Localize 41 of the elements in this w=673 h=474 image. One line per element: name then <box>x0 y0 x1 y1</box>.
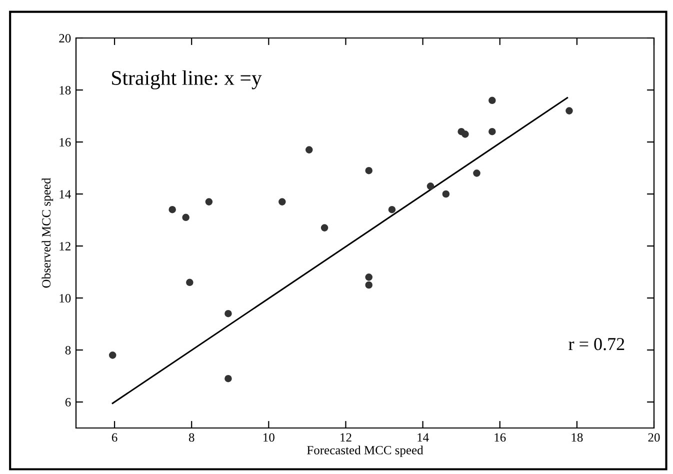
x-tick-label: 16 <box>494 433 506 442</box>
y-tick-label: 20 <box>59 34 71 42</box>
y-tick-label: 8 <box>65 346 71 354</box>
x-tick-label: 8 <box>188 433 194 442</box>
point <box>278 198 286 206</box>
point <box>488 96 496 104</box>
y-tick-label: 14 <box>60 190 71 198</box>
point <box>168 206 176 214</box>
point <box>224 374 232 382</box>
y-tick-label: 6 <box>65 398 71 406</box>
point <box>473 170 480 177</box>
point <box>442 190 450 198</box>
x-tick-label: 20 <box>648 433 660 442</box>
point <box>365 274 372 281</box>
y-tick-label: 12 <box>60 242 70 250</box>
point <box>186 278 194 286</box>
point <box>224 310 232 318</box>
point <box>182 214 190 222</box>
annotation: r = 0.72 <box>568 338 624 350</box>
point <box>365 166 372 174</box>
x-axis-title: Forecasted MCC speed <box>307 446 424 457</box>
y-tick-label: 10 <box>60 294 71 302</box>
point <box>388 206 396 214</box>
point <box>566 107 573 114</box>
point <box>426 182 434 190</box>
point <box>488 128 496 136</box>
point <box>205 198 213 206</box>
point <box>320 224 328 232</box>
x-tick-label: 6 <box>112 433 118 442</box>
annotation: Straight line: x =y <box>112 70 262 90</box>
x-tick-label: 10 <box>264 433 274 442</box>
y-tick-label: 18 <box>60 86 71 94</box>
x-tick-label: 12 <box>340 433 352 442</box>
y-axis-title: Observed MCC speed <box>42 178 54 288</box>
point <box>365 281 372 289</box>
y-tick-label: 16 <box>60 138 71 146</box>
x-tick-label: 14 <box>418 433 429 442</box>
point <box>108 352 116 359</box>
point <box>305 146 313 154</box>
x-tick-label: 18 <box>572 433 583 442</box>
point <box>462 130 469 138</box>
